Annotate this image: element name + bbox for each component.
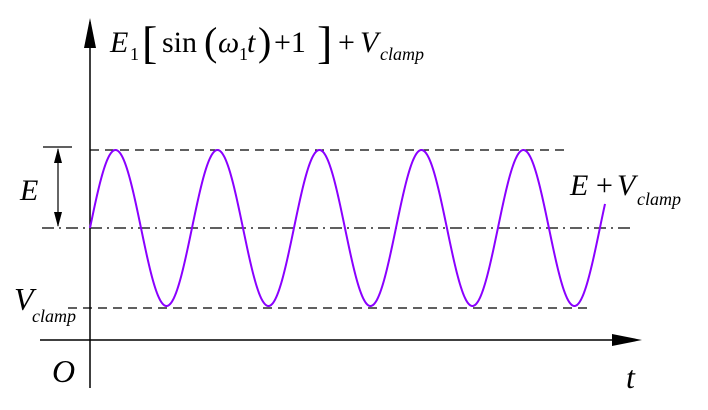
peak-level-label: E + V clamp <box>569 169 681 209</box>
formula-V: V <box>360 26 382 59</box>
amplitude-label: E <box>19 174 38 207</box>
formula-V-sub: clamp <box>380 44 424 64</box>
formula-var: t <box>247 26 256 59</box>
origin-label: O <box>52 353 75 389</box>
peak-plus: + <box>596 169 613 202</box>
x-axis-arrow-icon <box>612 334 642 346</box>
clamp-level-label: V clamp <box>14 281 76 326</box>
sine-waveform <box>89 149 606 307</box>
time-axis-label: t <box>626 359 636 395</box>
formula-coef: E <box>109 26 128 59</box>
formula-omega-sub: 1 <box>239 44 248 64</box>
formula-omega: ω <box>218 26 239 59</box>
peak-V-sub: clamp <box>637 189 681 209</box>
peak-E: E <box>569 169 588 202</box>
y-axis-arrow-icon <box>84 18 96 48</box>
amplitude-up-arrow-icon <box>54 148 62 163</box>
peak-V: V <box>617 169 639 202</box>
formula-plus: + <box>338 26 355 59</box>
amplitude-down-arrow-icon <box>54 212 62 227</box>
formula-bracket-right: ] <box>317 17 332 68</box>
formula-func: sin <box>162 26 197 59</box>
formula-plus-one: +1 <box>274 26 306 59</box>
formula-paren-left: ( <box>204 19 217 64</box>
clamp-V-sub: clamp <box>32 306 76 326</box>
formula-coef-sub: 1 <box>130 44 139 64</box>
formula-paren-right: ) <box>258 19 271 64</box>
waveform-formula: E 1 [ sin ( ω 1 t ) +1 ] + V clamp <box>109 17 424 68</box>
formula-bracket-left: [ <box>142 17 157 68</box>
clamp-V: V <box>14 281 37 317</box>
